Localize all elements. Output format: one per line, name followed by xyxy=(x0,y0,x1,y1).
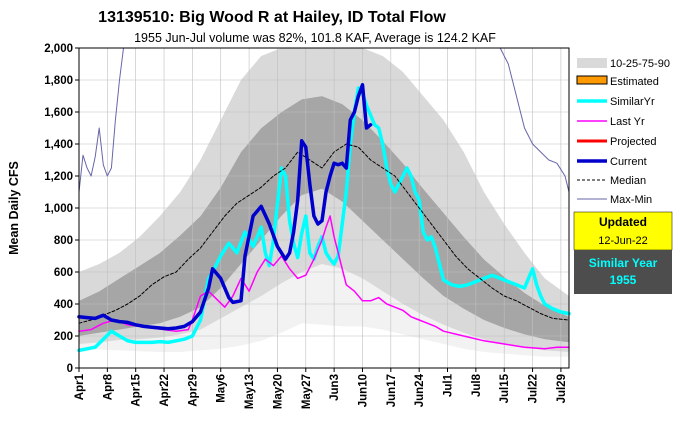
similar-year-value: 1955 xyxy=(610,273,637,287)
y-tick-label: 2,000 xyxy=(44,43,73,55)
legend-label-estimated: Estimated xyxy=(610,76,659,88)
y-tick-label: 200 xyxy=(54,331,73,343)
legend-swatch-estimated xyxy=(576,75,608,85)
y-tick-label: 600 xyxy=(54,267,73,279)
similar-year-label: Similar Year xyxy=(589,256,658,270)
series-median xyxy=(78,143,570,324)
x-tick-label: Jul22 xyxy=(528,374,540,403)
x-tick-label: Apr8 xyxy=(102,373,114,400)
legend-label-similar: SimilarYr xyxy=(610,96,655,108)
x-tick-label: May6 xyxy=(216,374,228,403)
similar-year-box: Similar Year 1955 xyxy=(574,250,672,294)
x-tick-label: Jun3 xyxy=(329,374,341,401)
y-tick-label: 1,200 xyxy=(44,171,73,183)
x-tick-label: Apr1 xyxy=(74,373,86,400)
legend-swatch-bands xyxy=(577,58,607,68)
x-tick-label: Jun24 xyxy=(414,373,426,407)
x-tick-label: Apr15 xyxy=(131,373,143,406)
x-tick-label: May20 xyxy=(272,374,284,409)
y-tick-label: 1,400 xyxy=(44,139,73,151)
legend-label-lastyr: Last Yr xyxy=(610,116,645,128)
series-max-min-end xyxy=(499,47,570,193)
series-last-yr xyxy=(78,215,570,350)
similar-year-box-bg xyxy=(574,250,672,294)
y-tick-label: 400 xyxy=(54,299,73,311)
y-axis-label: Mean Daily CFS xyxy=(7,161,21,255)
updated-date: 12-Jun-22 xyxy=(598,235,648,247)
x-tick-label: Apr22 xyxy=(159,374,171,407)
legend-label-maxmin: Max-Min xyxy=(610,194,652,206)
legend-label-bands: 10-25-75-90 xyxy=(610,58,670,70)
series-current xyxy=(77,83,373,331)
legend: 10-25-75-90 Estimated SimilarYr Last Yr … xyxy=(576,58,670,206)
band-75-90 xyxy=(79,48,569,317)
y-tick-label: 1,000 xyxy=(44,203,73,215)
y-tick-label: 1,600 xyxy=(44,107,73,119)
band-min-10 xyxy=(79,264,569,357)
updated-box: Updated 12-Jun-22 xyxy=(573,211,673,251)
updated-box-bg xyxy=(573,211,673,251)
x-tick-label: Jul15 xyxy=(499,373,511,403)
axes xyxy=(75,47,570,372)
y-tick-labels: 0 200 400 600 800 1,000 1,200 1,400 1,600 1,800 2,… xyxy=(44,43,73,375)
x-tick-labels: Apr1 Apr8 Apr15 Apr22 Apr29 May6 May13 May20 May… xyxy=(74,373,568,409)
x-tick-label: Apr29 xyxy=(187,374,199,407)
series-max-min xyxy=(78,47,145,193)
legend-label-median: Median xyxy=(610,175,646,187)
x-tick-label: Jul8 xyxy=(471,373,483,397)
band-below-min xyxy=(79,323,569,368)
legend-label-current: Current xyxy=(610,156,647,168)
chart-title: 13139510: Big Wood R at Hailey, ID Total… xyxy=(98,9,446,26)
legend-label-projected: Projected xyxy=(610,136,656,148)
updated-label: Updated xyxy=(599,215,647,229)
y-tick-label: 800 xyxy=(54,235,73,247)
x-tick-label: May27 xyxy=(301,374,313,409)
y-tick-label: 0 xyxy=(67,363,73,375)
x-tick-label: Jul1 xyxy=(443,373,455,397)
x-tick-label: Jun17 xyxy=(386,374,398,407)
chart-subtitle: 1955 Jun-Jul volume was 82%, 101.8 KAF, … xyxy=(134,31,496,45)
x-tick-label: Jul29 xyxy=(556,374,568,403)
x-tick-label: Jun10 xyxy=(357,374,369,407)
x-tick-label: May13 xyxy=(244,374,256,409)
y-tick-label: 1,800 xyxy=(44,75,73,87)
series-similaryr xyxy=(77,86,571,353)
